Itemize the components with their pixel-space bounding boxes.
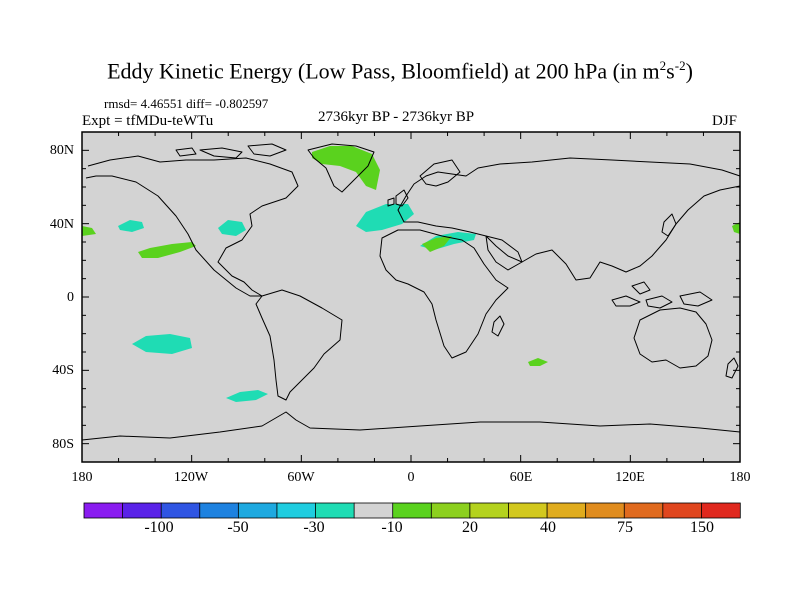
colorbar-swatch — [701, 502, 741, 519]
lon-label-180w: 180 — [71, 470, 93, 485]
lon-label-60w: 60W — [287, 470, 315, 485]
colorbar-swatch — [508, 502, 548, 519]
coastline-indonesia — [611, 281, 713, 309]
coastline-new-zealand — [725, 357, 739, 379]
patch-southern-ocean-negative — [226, 390, 268, 402]
patch-north-africa-positive — [422, 236, 452, 252]
colorbar-label-neg10: -10 — [381, 519, 403, 536]
map-background — [82, 132, 740, 462]
lon-label-0: 0 — [407, 470, 415, 485]
lat-label-40n: 40N — [49, 217, 74, 232]
coastline-british-isles — [387, 189, 409, 207]
colorbar-swatch — [469, 502, 510, 519]
colorbar-label-neg100: -100 — [144, 519, 174, 536]
colorbar-swatch — [662, 502, 703, 519]
lat-label-0: 0 — [67, 290, 74, 305]
lon-label-120w: 120W — [173, 470, 209, 485]
colorbar-swatch — [237, 502, 278, 519]
stats-text: rmsd= 4.46551 diff= -0.802597 — [104, 96, 269, 111]
patch-date-line-west-positive — [82, 226, 96, 236]
patch-date-line-east-positive — [732, 222, 740, 234]
period-label: 2736kyr BP - 2736kyr BP — [318, 109, 475, 125]
colorbar-swatch — [585, 502, 625, 519]
patch-south-indian-positive — [528, 358, 548, 366]
colorbar-label-20: 20 — [462, 519, 478, 536]
coastline-antarctica — [81, 411, 741, 441]
coastline-australia — [633, 307, 713, 369]
patch-north-atlantic-negative — [356, 204, 414, 232]
lat-label-40s: 40S — [52, 363, 74, 378]
colorbar-label-neg50: -50 — [227, 519, 249, 536]
colorbar-label-75: 75 — [617, 519, 633, 536]
patch-pacific-east-positive — [138, 242, 196, 258]
colorbar-label-40: 40 — [540, 519, 556, 536]
coastline-arabia — [485, 235, 523, 271]
colorbar-swatch — [199, 502, 240, 519]
colorbar-swatch — [430, 502, 471, 519]
coastline-north-america — [85, 155, 299, 297]
coastline-greenland — [307, 143, 375, 193]
patch-greenland-positive — [312, 146, 380, 190]
season-label: DJF — [712, 113, 738, 129]
coastline-arctic-islands — [175, 143, 287, 159]
coastline-madagascar — [491, 315, 505, 337]
coastline-japan — [661, 213, 677, 237]
patch-pacific-central-negative — [118, 220, 144, 232]
experiment-label: Expt = tfMDu-teWTu — [82, 113, 214, 129]
colorbar-label-neg30: -30 — [303, 519, 325, 536]
plot-title: Eddy Kinetic Energy (Low Pass, Bloomfiel… — [107, 58, 693, 84]
coastline-africa — [379, 229, 509, 359]
map-frame — [81, 131, 741, 463]
coastline-scandinavia — [419, 159, 461, 187]
lon-label-120e: 120E — [615, 470, 645, 485]
colorbar-swatch — [546, 502, 587, 519]
lon-label-180e: 180 — [729, 470, 751, 485]
colorbar — [83, 502, 741, 519]
colorbar-label-150: 150 — [690, 519, 714, 536]
patch-pacific-ne-negative — [218, 220, 246, 236]
colorbar-swatch — [353, 502, 394, 519]
lat-label-80n: 80N — [49, 143, 74, 158]
lat-label-80s: 80S — [52, 437, 74, 452]
lon-label-60e: 60E — [509, 470, 533, 485]
colorbar-swatch — [315, 502, 355, 519]
coastline-south-america — [255, 289, 343, 401]
colorbar-swatch — [83, 502, 124, 519]
colorbar-swatch — [392, 502, 432, 519]
anomaly-patches — [82, 146, 740, 402]
colorbar-swatch — [160, 502, 201, 519]
colorbar-swatch — [276, 502, 317, 519]
patch-south-pacific-negative — [132, 334, 192, 354]
colorbar-swatch — [122, 502, 162, 519]
coastlines — [81, 143, 741, 441]
colorbar-swatch — [623, 502, 664, 519]
